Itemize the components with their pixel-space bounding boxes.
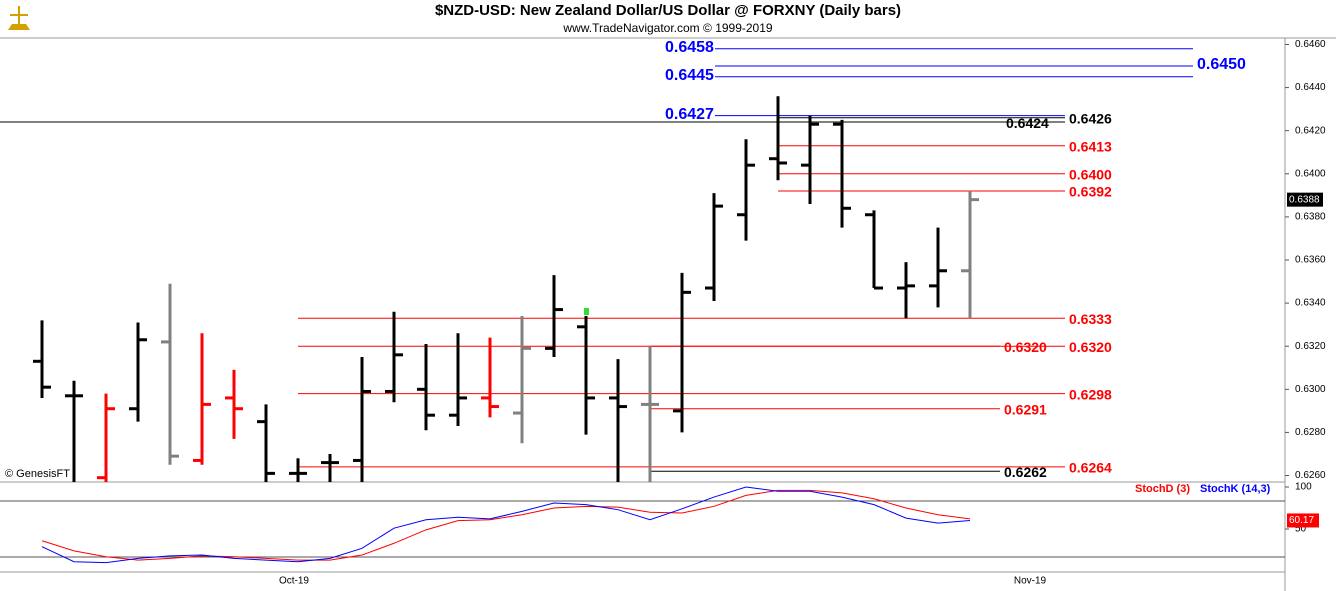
stoch-last-box bbox=[1287, 513, 1319, 528]
level-label: 0.6291 bbox=[1004, 401, 1047, 417]
chart-subtitle: www.TradeNavigator.com © 1999-2019 bbox=[562, 21, 772, 35]
legend-label: StochD (3) bbox=[1135, 483, 1190, 495]
last-price-label: 0.6388 bbox=[1289, 194, 1320, 205]
y-tick-label: 0.6260 bbox=[1295, 470, 1326, 481]
level-label: 0.6262 bbox=[1004, 464, 1047, 480]
y-tick-label: 0.6420 bbox=[1295, 125, 1326, 136]
y-tick-label: 0.6380 bbox=[1295, 212, 1326, 223]
y-tick-label: 0.6460 bbox=[1295, 39, 1326, 50]
level-label: 0.6450 bbox=[1197, 56, 1246, 73]
level-label: 0.6458 bbox=[665, 39, 714, 56]
stoch-last-label: 60.17 bbox=[1289, 515, 1314, 526]
level-label: 0.6298 bbox=[1069, 386, 1112, 402]
y-tick-label: 0.6360 bbox=[1295, 255, 1326, 266]
y-tick-label: 0.6340 bbox=[1295, 298, 1326, 309]
source: © GenesisFT bbox=[5, 468, 70, 480]
y-tick-label: 0.6400 bbox=[1295, 168, 1326, 179]
x-tick-label: Nov-19 bbox=[1014, 576, 1047, 587]
level-label: 0.6427 bbox=[665, 106, 714, 123]
y-tick-label: 100 bbox=[1295, 482, 1312, 493]
level-label: 0.6320 bbox=[1004, 339, 1047, 355]
logo bbox=[8, 6, 30, 30]
x-tick-label: Oct-19 bbox=[279, 576, 309, 587]
y-tick-label: 0.6280 bbox=[1295, 427, 1326, 438]
level-label: 0.6320 bbox=[1069, 339, 1112, 355]
level-label: 0.6392 bbox=[1069, 184, 1112, 200]
chart-title: $NZD-USD: New Zealand Dollar/US Dollar @… bbox=[435, 2, 901, 19]
stoch-line bbox=[41, 486, 971, 564]
y-tick-label: 0.6440 bbox=[1295, 82, 1326, 93]
marker bbox=[584, 308, 589, 315]
legend-label: StochK (14,3) bbox=[1200, 483, 1271, 495]
level-label: 0.6333 bbox=[1069, 311, 1112, 327]
last-price-box bbox=[1287, 192, 1323, 207]
y-tick-label: 50 bbox=[1295, 524, 1307, 535]
level-label: 0.6413 bbox=[1069, 138, 1112, 154]
level-label: 0.6400 bbox=[1069, 166, 1112, 182]
y-tick-label: 0.6320 bbox=[1295, 341, 1326, 352]
level-label: 0.6445 bbox=[665, 67, 714, 84]
stoch-line bbox=[41, 489, 971, 561]
level-label: 0.6424 bbox=[1006, 115, 1049, 131]
y-tick-label: 0.6300 bbox=[1295, 384, 1326, 395]
level-label: 0.6426 bbox=[1069, 110, 1112, 126]
level-label: 0.6264 bbox=[1069, 460, 1112, 476]
